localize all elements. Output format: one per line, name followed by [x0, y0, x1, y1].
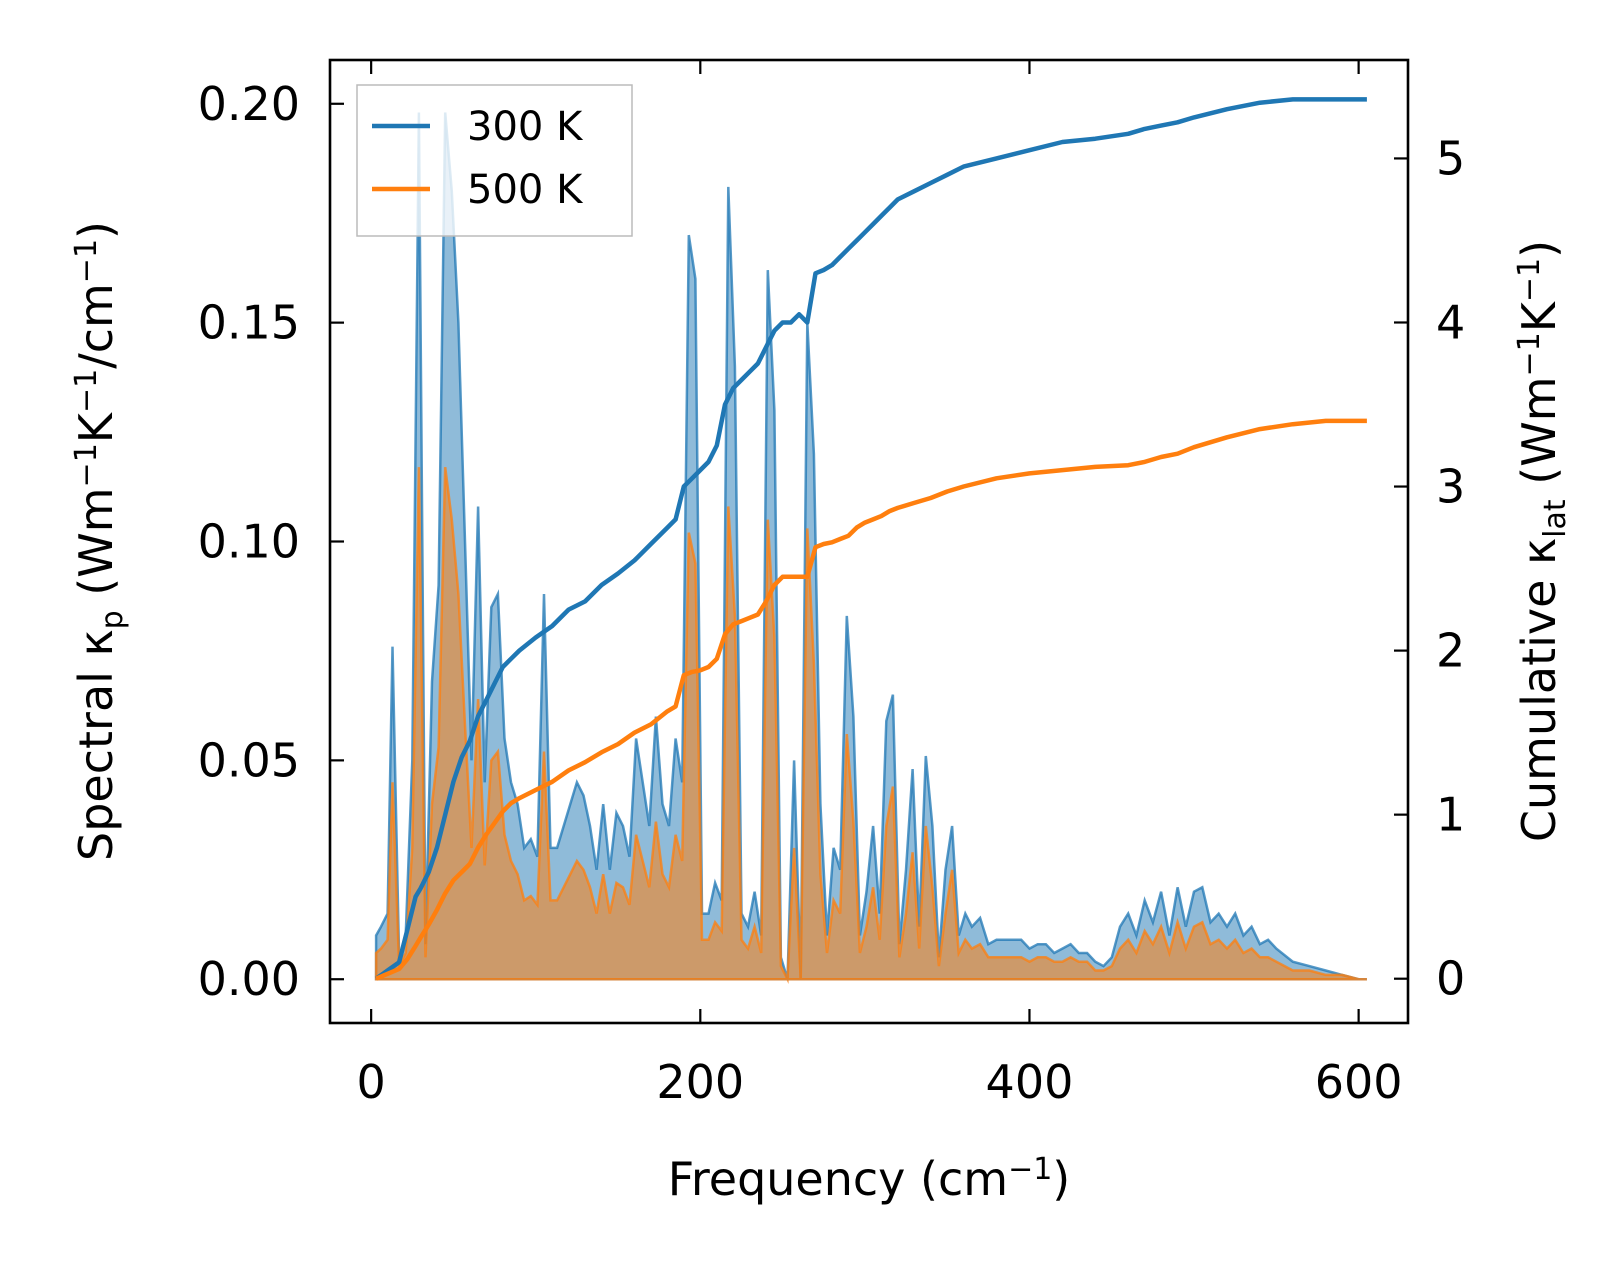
spectral-area-500k [374, 466, 1367, 984]
x-axis-ticks: 0 200 400 600 [357, 60, 1403, 1109]
y-right-axis-ticks: 0 1 2 3 4 5 [1394, 131, 1465, 1006]
y-right-tick-label: 0 [1436, 952, 1465, 1006]
x-tick-label: 400 [986, 1055, 1074, 1109]
y-left-tick-label: 0.00 [198, 952, 300, 1006]
y-right-tick-label: 4 [1436, 295, 1465, 349]
y-right-tick-label: 5 [1436, 131, 1465, 185]
y-right-axis-title: Cumulative κlat (Wm−1K−1) [1512, 240, 1573, 842]
y-right-tick-label: 1 [1436, 788, 1465, 842]
legend: 300 K 500 K [356, 84, 633, 237]
spectral-area-300k [374, 112, 1367, 981]
x-tick-label: 0 [357, 1055, 386, 1109]
spectral-fill-layer [374, 112, 1367, 984]
legend-label-500k: 500 K [467, 167, 584, 213]
y-right-tick-label: 2 [1436, 624, 1465, 678]
legend-box [356, 84, 633, 237]
x-tick-label: 600 [1315, 1055, 1403, 1109]
cumulative-line-layer [374, 97, 1367, 981]
y-left-axis-ticks: 0.00 0.05 0.10 0.15 0.20 [198, 77, 344, 1006]
x-axis-title: Frequency (cm−1) [668, 1152, 1071, 1206]
x-tick-label: 200 [656, 1055, 744, 1109]
y-left-axis-title: Spectral κp (Wm−1K−1/cm−1) [69, 221, 130, 861]
cumulative-line-300k [374, 97, 1367, 981]
cumulative-line-500k [375, 418, 1367, 981]
y-left-tick-label: 0.20 [198, 77, 300, 131]
y-left-tick-label: 0.10 [198, 515, 300, 569]
y-left-tick-label: 0.05 [198, 733, 300, 787]
legend-label-300k: 300 K [467, 104, 584, 150]
y-right-tick-label: 3 [1436, 460, 1465, 514]
y-left-tick-label: 0.15 [198, 296, 300, 350]
